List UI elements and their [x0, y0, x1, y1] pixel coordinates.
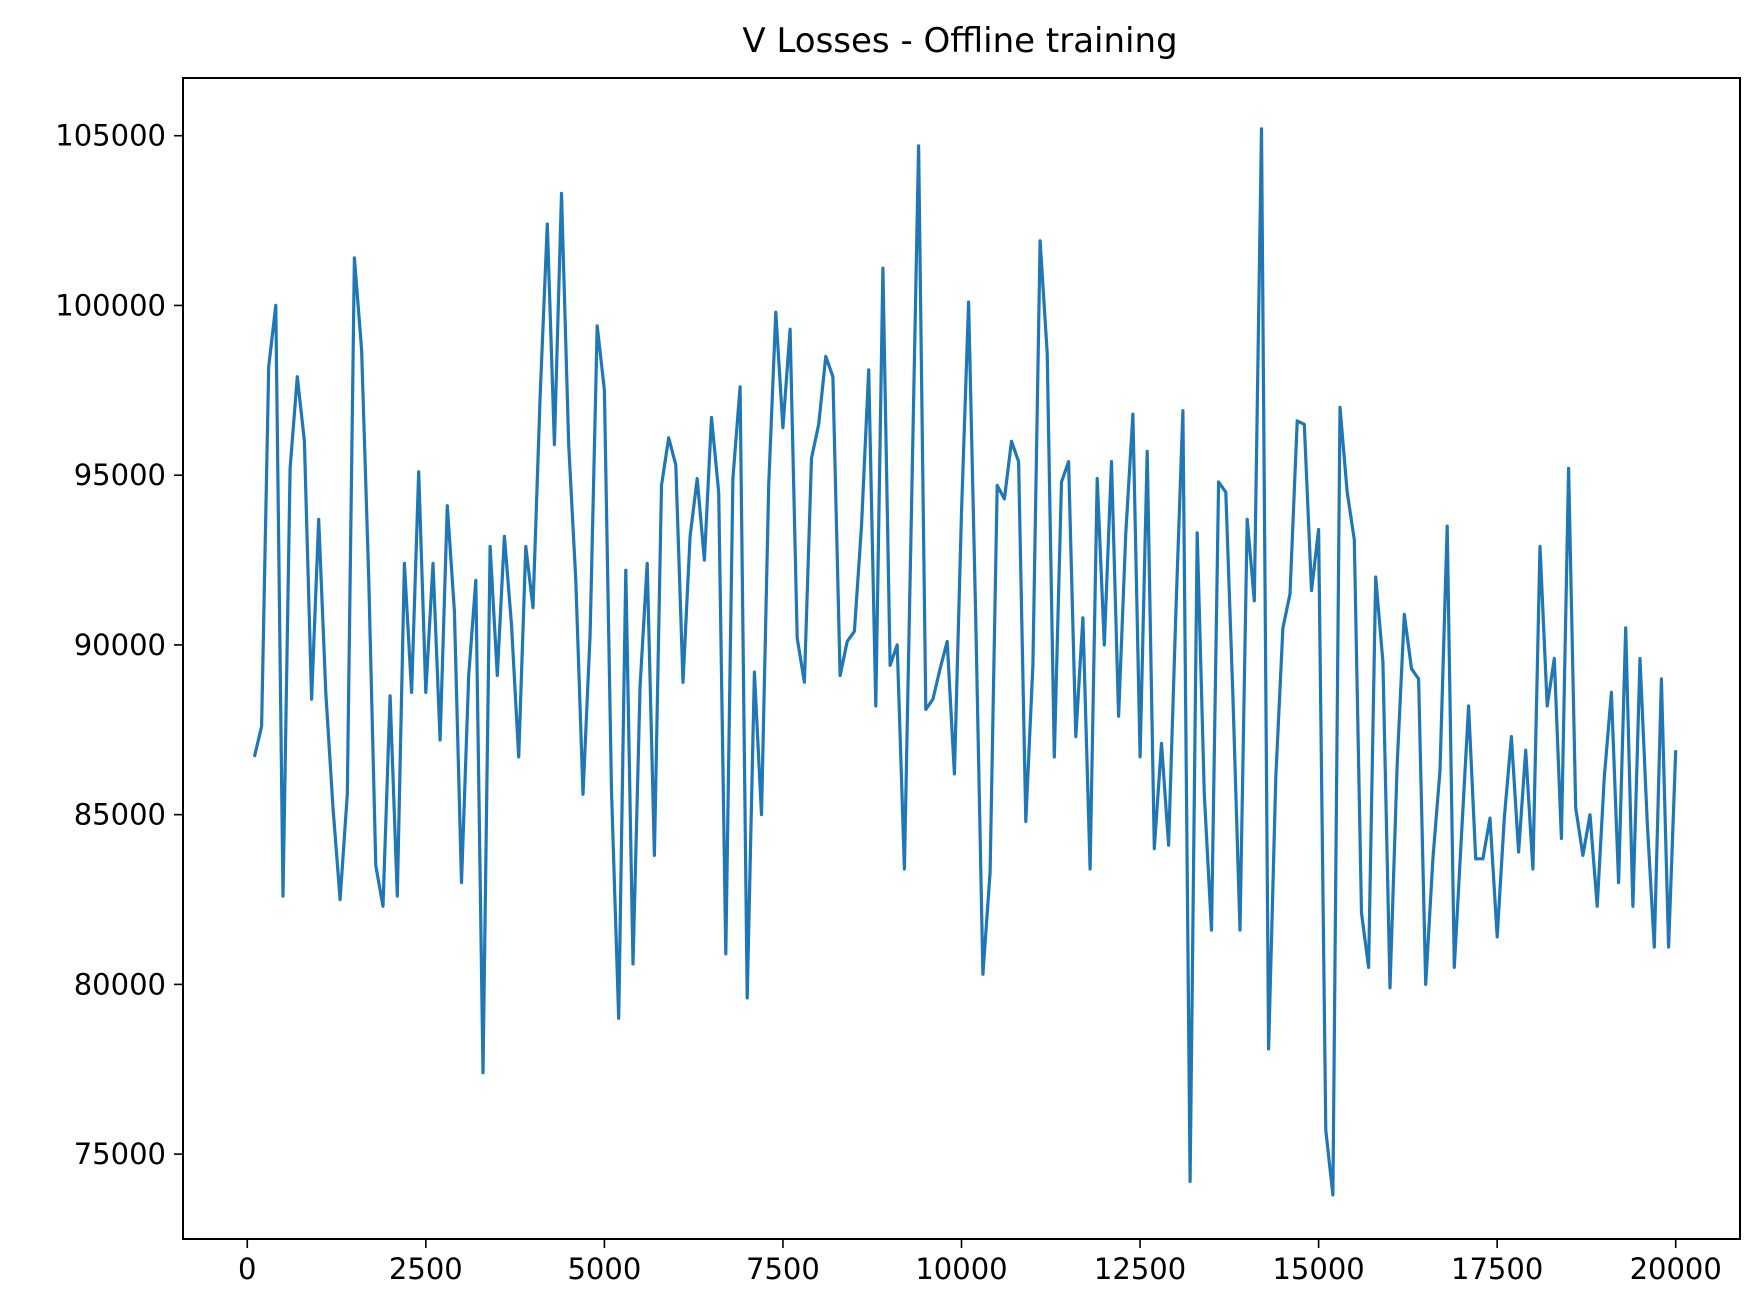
x-tick-label: 2500: [389, 1252, 463, 1286]
x-tick-label: 0: [238, 1252, 256, 1286]
x-tick-label: 20000: [1630, 1252, 1722, 1286]
x-tick-label: 17500: [1451, 1252, 1543, 1286]
x-tick-label: 5000: [567, 1252, 641, 1286]
x-tick-label: 10000: [915, 1252, 1007, 1286]
plot-area: [252, 127, 1678, 1197]
y-tick-label: 95000: [74, 458, 166, 492]
y-tick-label: 100000: [55, 288, 166, 322]
y-tick-label: 75000: [74, 1137, 166, 1171]
series-line-0: [252, 127, 1678, 1197]
y-tick-label: 105000: [55, 119, 166, 153]
x-axis: 0 2500 5000 7500 10000 12500 15000 17500 20000: [238, 1239, 1722, 1286]
chart-title: V Losses - Offline training: [742, 21, 1177, 61]
y-tick-label: 90000: [74, 628, 166, 662]
y-tick-label: 80000: [74, 967, 166, 1001]
y-tick-label: 85000: [74, 798, 166, 832]
x-tick-label: 15000: [1272, 1252, 1364, 1286]
x-tick-label: 7500: [746, 1252, 820, 1286]
plot-frame: [182, 77, 1741, 1240]
y-axis: 75000 80000 85000 90000 95000 100000 105000: [55, 119, 183, 1171]
x-tick-label: 12500: [1094, 1252, 1186, 1286]
